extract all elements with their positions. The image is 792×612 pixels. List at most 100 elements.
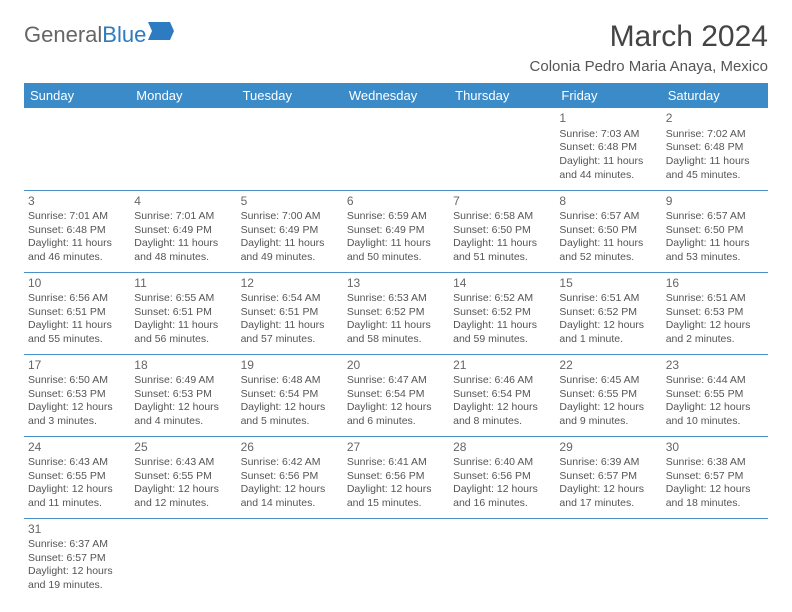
sunset-text: Sunset: 6:50 PM xyxy=(666,224,764,238)
calendar-day-cell: 18Sunrise: 6:49 AMSunset: 6:53 PMDayligh… xyxy=(130,354,236,436)
daylight-text: Daylight: 11 hours xyxy=(28,237,126,251)
sunrise-text: Sunrise: 6:50 AM xyxy=(28,374,126,388)
sunset-text: Sunset: 6:54 PM xyxy=(347,388,445,402)
daylight-text: and 46 minutes. xyxy=(28,251,126,265)
calendar-empty-cell xyxy=(130,108,236,190)
calendar-day-cell: 20Sunrise: 6:47 AMSunset: 6:54 PMDayligh… xyxy=(343,354,449,436)
sunset-text: Sunset: 6:57 PM xyxy=(559,470,657,484)
calendar-day-cell: 6Sunrise: 6:59 AMSunset: 6:49 PMDaylight… xyxy=(343,190,449,272)
daylight-text: Daylight: 12 hours xyxy=(453,401,551,415)
daylight-text: and 59 minutes. xyxy=(453,333,551,347)
calendar-empty-cell xyxy=(343,108,449,190)
daylight-text: Daylight: 11 hours xyxy=(347,237,445,251)
daylight-text: Daylight: 11 hours xyxy=(134,237,232,251)
calendar-day-cell: 24Sunrise: 6:43 AMSunset: 6:55 PMDayligh… xyxy=(24,436,130,518)
daylight-text: Daylight: 12 hours xyxy=(666,319,764,333)
daylight-text: and 48 minutes. xyxy=(134,251,232,265)
day-number: 17 xyxy=(28,358,126,374)
sunrise-text: Sunrise: 7:00 AM xyxy=(241,210,339,224)
daylight-text: Daylight: 12 hours xyxy=(134,401,232,415)
calendar-empty-cell xyxy=(662,518,768,600)
daylight-text: Daylight: 12 hours xyxy=(241,401,339,415)
calendar-week-row: 1Sunrise: 7:03 AMSunset: 6:48 PMDaylight… xyxy=(24,108,768,190)
sunrise-text: Sunrise: 6:57 AM xyxy=(666,210,764,224)
sunset-text: Sunset: 6:55 PM xyxy=(28,470,126,484)
sunset-text: Sunset: 6:53 PM xyxy=(28,388,126,402)
calendar-day-cell: 23Sunrise: 6:44 AMSunset: 6:55 PMDayligh… xyxy=(662,354,768,436)
sunset-text: Sunset: 6:48 PM xyxy=(28,224,126,238)
day-number: 4 xyxy=(134,194,232,210)
daylight-text: and 6 minutes. xyxy=(347,415,445,429)
sunset-text: Sunset: 6:54 PM xyxy=(453,388,551,402)
sunrise-text: Sunrise: 6:39 AM xyxy=(559,456,657,470)
day-number: 24 xyxy=(28,440,126,456)
calendar-day-cell: 5Sunrise: 7:00 AMSunset: 6:49 PMDaylight… xyxy=(237,190,343,272)
calendar-day-cell: 27Sunrise: 6:41 AMSunset: 6:56 PMDayligh… xyxy=(343,436,449,518)
day-number: 22 xyxy=(559,358,657,374)
sunset-text: Sunset: 6:55 PM xyxy=(134,470,232,484)
logo-text-2: Blue xyxy=(102,22,146,48)
sunrise-text: Sunrise: 7:03 AM xyxy=(559,128,657,142)
sunset-text: Sunset: 6:48 PM xyxy=(666,141,764,155)
daylight-text: Daylight: 11 hours xyxy=(453,319,551,333)
sunrise-text: Sunrise: 6:45 AM xyxy=(559,374,657,388)
sunset-text: Sunset: 6:49 PM xyxy=(134,224,232,238)
sunrise-text: Sunrise: 7:02 AM xyxy=(666,128,764,142)
daylight-text: and 3 minutes. xyxy=(28,415,126,429)
calendar-day-cell: 8Sunrise: 6:57 AMSunset: 6:50 PMDaylight… xyxy=(555,190,661,272)
daylight-text: and 11 minutes. xyxy=(28,497,126,511)
sunrise-text: Sunrise: 6:41 AM xyxy=(347,456,445,470)
daylight-text: Daylight: 12 hours xyxy=(28,401,126,415)
sunset-text: Sunset: 6:55 PM xyxy=(559,388,657,402)
sunrise-text: Sunrise: 6:58 AM xyxy=(453,210,551,224)
daylight-text: Daylight: 12 hours xyxy=(241,483,339,497)
sunrise-text: Sunrise: 6:55 AM xyxy=(134,292,232,306)
sunrise-text: Sunrise: 6:54 AM xyxy=(241,292,339,306)
day-number: 30 xyxy=(666,440,764,456)
daylight-text: and 49 minutes. xyxy=(241,251,339,265)
calendar-day-cell: 26Sunrise: 6:42 AMSunset: 6:56 PMDayligh… xyxy=(237,436,343,518)
calendar-day-cell: 17Sunrise: 6:50 AMSunset: 6:53 PMDayligh… xyxy=(24,354,130,436)
sunrise-text: Sunrise: 7:01 AM xyxy=(28,210,126,224)
day-number: 28 xyxy=(453,440,551,456)
calendar-empty-cell xyxy=(343,518,449,600)
daylight-text: and 52 minutes. xyxy=(559,251,657,265)
daylight-text: Daylight: 12 hours xyxy=(559,483,657,497)
daylight-text: Daylight: 12 hours xyxy=(28,483,126,497)
sunrise-text: Sunrise: 6:53 AM xyxy=(347,292,445,306)
calendar-day-cell: 22Sunrise: 6:45 AMSunset: 6:55 PMDayligh… xyxy=(555,354,661,436)
calendar-empty-cell xyxy=(237,518,343,600)
daylight-text: Daylight: 11 hours xyxy=(453,237,551,251)
day-number: 3 xyxy=(28,194,126,210)
daylight-text: and 10 minutes. xyxy=(666,415,764,429)
daylight-text: and 15 minutes. xyxy=(347,497,445,511)
day-number: 25 xyxy=(134,440,232,456)
calendar-day-cell: 11Sunrise: 6:55 AMSunset: 6:51 PMDayligh… xyxy=(130,272,236,354)
location: Colonia Pedro Maria Anaya, Mexico xyxy=(530,58,768,75)
calendar-week-row: 17Sunrise: 6:50 AMSunset: 6:53 PMDayligh… xyxy=(24,354,768,436)
sunset-text: Sunset: 6:50 PM xyxy=(559,224,657,238)
sunrise-text: Sunrise: 6:47 AM xyxy=(347,374,445,388)
day-number: 27 xyxy=(347,440,445,456)
daylight-text: and 44 minutes. xyxy=(559,169,657,183)
sunset-text: Sunset: 6:56 PM xyxy=(347,470,445,484)
day-number: 11 xyxy=(134,276,232,292)
sunrise-text: Sunrise: 6:56 AM xyxy=(28,292,126,306)
sunset-text: Sunset: 6:57 PM xyxy=(666,470,764,484)
sunrise-text: Sunrise: 7:01 AM xyxy=(134,210,232,224)
daylight-text: and 55 minutes. xyxy=(28,333,126,347)
calendar-day-cell: 29Sunrise: 6:39 AMSunset: 6:57 PMDayligh… xyxy=(555,436,661,518)
daylight-text: Daylight: 11 hours xyxy=(666,237,764,251)
calendar-week-row: 24Sunrise: 6:43 AMSunset: 6:55 PMDayligh… xyxy=(24,436,768,518)
calendar-day-cell: 31Sunrise: 6:37 AMSunset: 6:57 PMDayligh… xyxy=(24,518,130,600)
daylight-text: and 19 minutes. xyxy=(28,579,126,593)
calendar-empty-cell xyxy=(449,518,555,600)
weekday-header: Saturday xyxy=(662,83,768,108)
daylight-text: Daylight: 11 hours xyxy=(241,319,339,333)
sunrise-text: Sunrise: 6:51 AM xyxy=(666,292,764,306)
daylight-text: Daylight: 11 hours xyxy=(347,319,445,333)
calendar-day-cell: 12Sunrise: 6:54 AMSunset: 6:51 PMDayligh… xyxy=(237,272,343,354)
daylight-text: and 50 minutes. xyxy=(347,251,445,265)
daylight-text: Daylight: 11 hours xyxy=(28,319,126,333)
sunset-text: Sunset: 6:54 PM xyxy=(241,388,339,402)
